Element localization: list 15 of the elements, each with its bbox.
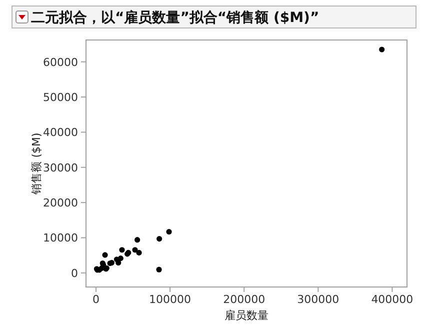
x-tick-label: 100000: [149, 293, 192, 306]
x-tick-label: 0: [92, 293, 100, 306]
y-tick-label: 60000: [43, 56, 78, 69]
x-tick-label: 300000: [297, 293, 340, 306]
y-tick-label: 30000: [43, 161, 78, 174]
x-axis-title: 雇员数量: [224, 309, 268, 322]
y-tick-label: 10000: [43, 232, 78, 245]
x-tick-label: 400000: [371, 293, 414, 306]
y-tick-label: 40000: [43, 126, 78, 140]
chart-title: 二元拟合，以“雇员数量”拟合“销售额 ($M)”: [31, 9, 320, 26]
x-tick-label: 200000: [223, 293, 266, 306]
y-tick-label: 20000: [43, 196, 78, 210]
y-axis-title: 销售额 ($M): [30, 132, 43, 196]
y-tick-label: 0: [71, 266, 78, 280]
y-tick-label: 50000: [43, 91, 78, 104]
